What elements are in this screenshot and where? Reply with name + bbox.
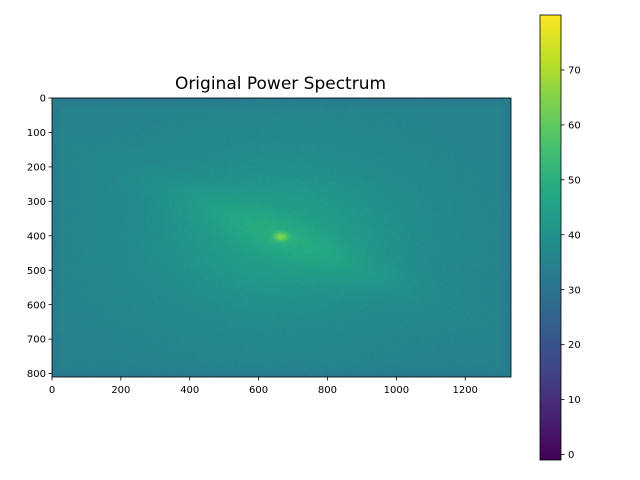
x-tick-label: 1200 xyxy=(452,385,477,396)
plot-frame xyxy=(51,97,512,378)
colorbar-tick-label: 50 xyxy=(568,175,581,186)
colorbar-tick-label: 30 xyxy=(568,285,581,296)
x-tick-label: 200 xyxy=(111,385,130,396)
y-tick-label: 600 xyxy=(27,300,46,311)
colorbar-frame xyxy=(539,14,562,461)
x-tick-label: 0 xyxy=(49,385,55,396)
colorbar-tick-label: 0 xyxy=(568,450,574,461)
colorbar: 0 10 20 30 40 50 60 70 xyxy=(539,14,581,461)
y-tick-label: 400 xyxy=(27,231,46,242)
y-tick-label: 500 xyxy=(27,266,46,277)
x-tick-label: 600 xyxy=(249,385,268,396)
colorbar-tick-label: 60 xyxy=(568,120,581,131)
colorbar-gradient xyxy=(540,15,561,460)
chart-title: Original Power Spectrum xyxy=(175,74,386,94)
y-tick-label: 800 xyxy=(27,369,46,380)
y-axis-ticks: 0 100 200 300 400 500 600 700 800 xyxy=(27,94,52,380)
x-axis-ticks: 0 200 400 600 800 1000 1200 xyxy=(49,377,478,396)
x-tick-label: 400 xyxy=(180,385,199,396)
heatmap-image xyxy=(52,98,511,377)
y-tick-label: 200 xyxy=(27,162,46,173)
x-tick-label: 1000 xyxy=(384,385,409,396)
y-tick-label: 0 xyxy=(40,94,46,105)
colorbar-tick-label: 20 xyxy=(568,340,581,351)
x-tick-label: 800 xyxy=(318,385,337,396)
y-tick-label: 300 xyxy=(27,197,46,208)
colorbar-tick-label: 40 xyxy=(568,230,581,241)
y-tick-label: 700 xyxy=(27,335,46,346)
y-tick-label: 100 xyxy=(27,128,46,139)
colorbar-tick-label: 10 xyxy=(568,395,581,406)
heatmap-plot: 0 200 400 600 800 1000 1200 0 100 200 300 400 500 60… xyxy=(27,94,512,396)
colorbar-ticks: 0 10 20 30 40 50 60 70 xyxy=(561,66,581,461)
colorbar-tick-label: 70 xyxy=(568,66,581,77)
